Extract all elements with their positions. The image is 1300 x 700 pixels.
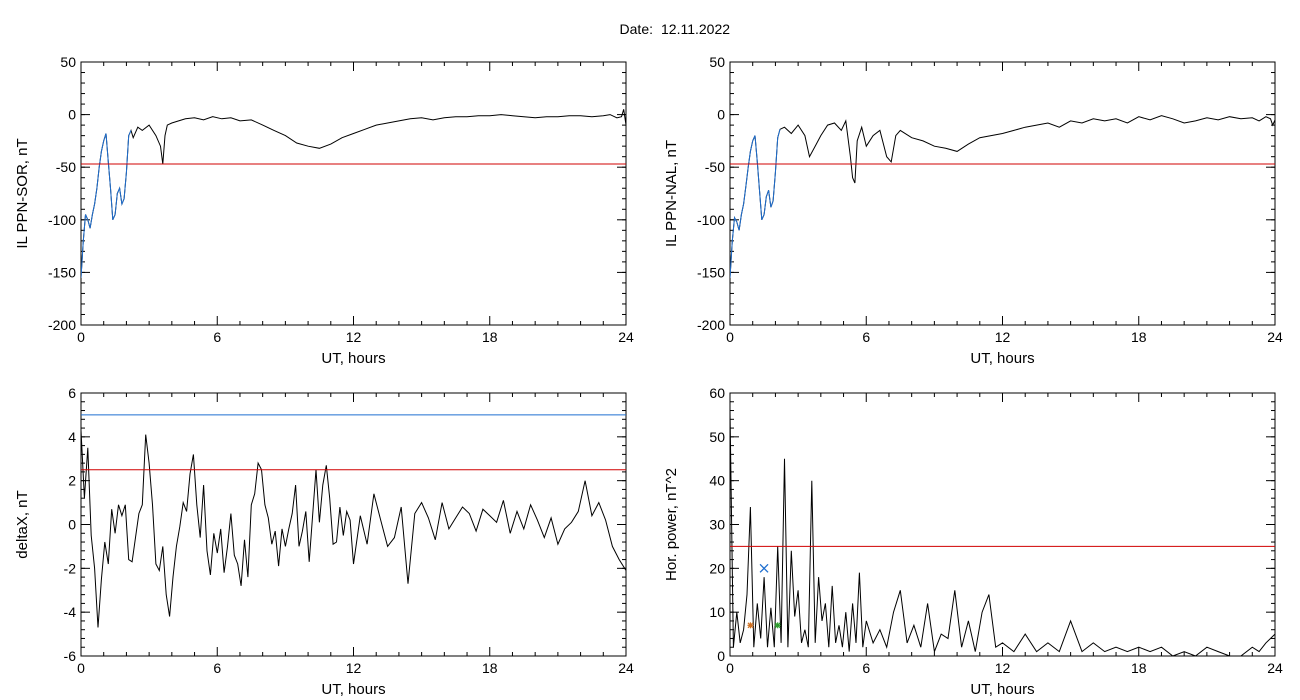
chart-nal: 0 6 12 18 24 -200 -150 -100 -50 0 50 UT, hours IL PP… bbox=[663, 54, 1283, 367]
x-tick-label: 0 bbox=[77, 660, 85, 676]
y-tick-label: -6 bbox=[64, 648, 77, 664]
x-tick-label: 18 bbox=[1131, 660, 1147, 676]
x-axis-label: UT, hours bbox=[970, 681, 1034, 698]
y-tick-label: 40 bbox=[709, 473, 725, 489]
y-axis-label: IL PPN-SOR, nT bbox=[14, 138, 31, 248]
x-axis-label: UT, hours bbox=[321, 681, 385, 698]
y-tick-label: 20 bbox=[709, 560, 725, 576]
x-tick-label: 6 bbox=[862, 660, 870, 676]
x-tick-label: 24 bbox=[618, 660, 634, 676]
y-axis-label: deltaX, nT bbox=[14, 490, 31, 558]
y-tick-label: 0 bbox=[717, 648, 725, 664]
y-tick-label: 50 bbox=[60, 54, 76, 70]
x-tick-label: 12 bbox=[346, 329, 362, 345]
y-tick-label: 50 bbox=[709, 54, 725, 70]
series-line-deltax bbox=[81, 430, 626, 628]
y-tick-label: 0 bbox=[68, 517, 76, 533]
y-tick-label: -200 bbox=[48, 317, 76, 333]
y-tick-label: -50 bbox=[56, 159, 76, 175]
plot-area bbox=[81, 414, 626, 628]
plot-frame bbox=[729, 61, 1276, 326]
y-tick-label: 2 bbox=[68, 473, 76, 489]
x-tick-label: 18 bbox=[482, 329, 498, 345]
y-tick-label: -150 bbox=[48, 264, 76, 280]
y-tick-label: 6 bbox=[68, 385, 76, 401]
plot-area bbox=[81, 109, 626, 278]
date-label: Date: bbox=[620, 21, 653, 37]
y-axis-label: IL PPN-NAL, nT bbox=[663, 140, 680, 247]
plot-area bbox=[730, 115, 1275, 278]
plot-frame bbox=[729, 392, 1276, 657]
x-tick-label: 24 bbox=[1267, 329, 1283, 345]
x-tick-label: 0 bbox=[726, 329, 734, 345]
marker-star bbox=[747, 622, 754, 629]
y-tick-label: 0 bbox=[68, 107, 76, 123]
plot-area bbox=[730, 410, 1275, 656]
y-tick-label: -100 bbox=[697, 212, 725, 228]
y-tick-label: 4 bbox=[68, 429, 76, 445]
x-tick-label: 12 bbox=[346, 660, 362, 676]
x-tick-label: 18 bbox=[1131, 329, 1147, 345]
y-tick-label: 0 bbox=[717, 107, 725, 123]
y-tick-label: -100 bbox=[48, 212, 76, 228]
date-value: 12.11.2022 bbox=[661, 21, 730, 37]
y-tick-label: -2 bbox=[64, 560, 77, 576]
x-tick-label: 12 bbox=[995, 329, 1011, 345]
x-tick-label: 12 bbox=[995, 660, 1011, 676]
x-tick-label: 6 bbox=[862, 329, 870, 345]
series-line-nal bbox=[730, 115, 1275, 278]
x-tick-label: 24 bbox=[1267, 660, 1283, 676]
x-tick-label: 0 bbox=[726, 660, 734, 676]
x-tick-label: 6 bbox=[213, 660, 221, 676]
x-tick-label: 0 bbox=[77, 329, 85, 345]
highlight-segment bbox=[730, 129, 781, 278]
marker-x bbox=[759, 563, 769, 573]
chart-power: 0 6 12 18 24 0 10 20 30 40 50 60 UT, hours Hor. power… bbox=[663, 385, 1283, 698]
y-tick-label: -4 bbox=[64, 604, 77, 620]
y-axis-label: Hor. power, nT^2 bbox=[663, 468, 680, 581]
plot-frame bbox=[80, 392, 627, 657]
y-tick-label: -150 bbox=[697, 264, 725, 280]
plot-frame bbox=[80, 61, 627, 326]
marker-star bbox=[774, 622, 781, 629]
highlight-segment bbox=[81, 130, 132, 278]
y-tick-label: -50 bbox=[705, 159, 725, 175]
y-tick-label: -200 bbox=[697, 317, 725, 333]
y-tick-label: 30 bbox=[709, 517, 725, 533]
x-axis-label: UT, hours bbox=[970, 350, 1034, 367]
x-tick-label: 6 bbox=[213, 329, 221, 345]
y-tick-label: 10 bbox=[709, 604, 725, 620]
chart-sor: 0 6 12 18 24 -200 -150 -100 -50 0 50 UT, hours IL PP… bbox=[14, 54, 634, 367]
y-tick-label: 50 bbox=[709, 429, 725, 445]
y-tick-label: 60 bbox=[709, 385, 725, 401]
x-axis-label: UT, hours bbox=[321, 350, 385, 367]
x-tick-label: 18 bbox=[482, 660, 498, 676]
x-tick-label: 24 bbox=[618, 329, 634, 345]
series-line-sor bbox=[81, 109, 626, 278]
series-line-power bbox=[730, 410, 1275, 656]
